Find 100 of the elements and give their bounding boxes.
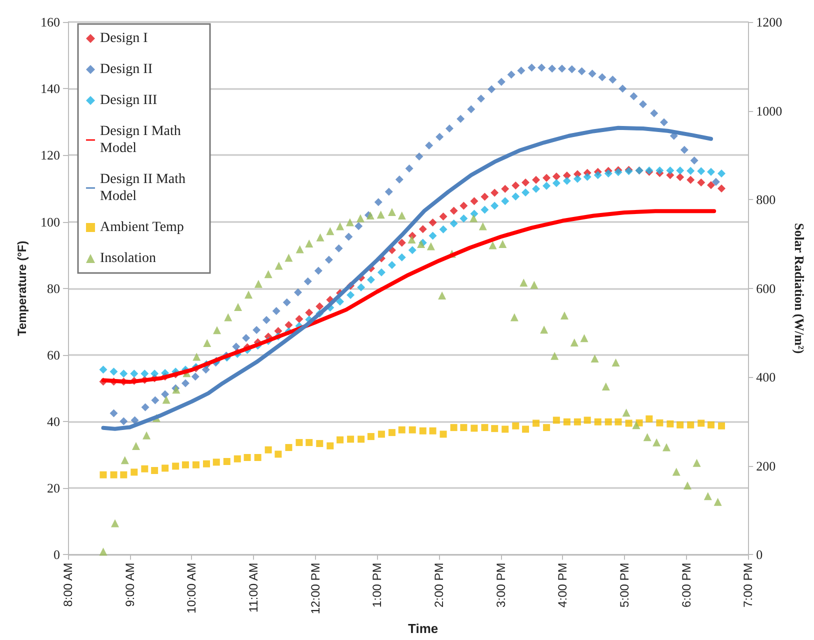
x-tick-label: 11:00 AM xyxy=(246,562,260,613)
point xyxy=(99,548,108,556)
point xyxy=(326,227,334,236)
point xyxy=(324,256,333,264)
point xyxy=(346,218,354,226)
y2-axis-title: Solar Radiation (W/m²) xyxy=(792,222,807,354)
point xyxy=(304,277,312,286)
point xyxy=(244,290,253,299)
point xyxy=(254,280,262,288)
x-tick-label: 1:00 PM xyxy=(370,562,384,608)
point xyxy=(612,358,620,367)
point xyxy=(650,109,658,118)
point xyxy=(520,278,528,287)
point xyxy=(203,338,212,347)
point xyxy=(510,313,518,322)
point xyxy=(714,498,722,506)
point xyxy=(590,354,599,363)
point xyxy=(558,64,566,73)
point xyxy=(660,118,668,126)
point xyxy=(395,175,404,184)
point xyxy=(643,433,652,442)
legend-label: Design II Math Model xyxy=(100,172,190,204)
x-tick-label: 4:00 PM xyxy=(556,562,570,608)
y-tick-label: 120 xyxy=(40,148,60,163)
x-tick-label: 3:00 PM xyxy=(494,562,508,608)
point xyxy=(405,164,414,173)
x-axis-title: Time xyxy=(408,621,438,636)
point xyxy=(213,326,222,334)
y-tick-label: 40 xyxy=(47,414,60,430)
point xyxy=(110,409,118,418)
point xyxy=(388,208,396,216)
point xyxy=(316,233,324,242)
point xyxy=(132,442,140,450)
legend-label: Insolation xyxy=(100,251,156,266)
point xyxy=(680,146,688,154)
point xyxy=(570,338,578,347)
point xyxy=(498,240,507,248)
point xyxy=(456,114,465,123)
point xyxy=(284,254,293,262)
y-tick-label: 100 xyxy=(40,214,60,230)
point xyxy=(374,198,382,206)
point xyxy=(598,73,606,82)
point xyxy=(296,245,304,254)
point xyxy=(497,78,506,86)
point xyxy=(632,421,640,430)
point xyxy=(622,408,630,417)
point xyxy=(408,236,416,244)
point xyxy=(151,396,160,404)
y-tick-label: 20 xyxy=(47,480,60,496)
point xyxy=(425,142,434,150)
point xyxy=(274,262,283,270)
point xyxy=(282,298,291,306)
point xyxy=(336,222,344,230)
x-tick-label: 12:00 PM xyxy=(308,562,322,614)
point xyxy=(415,152,424,161)
point xyxy=(618,84,627,93)
point xyxy=(305,240,314,248)
point xyxy=(436,132,444,141)
point xyxy=(528,64,536,72)
point xyxy=(578,67,586,76)
point xyxy=(550,352,559,360)
point xyxy=(690,156,698,165)
y-tick-label: 80 xyxy=(47,280,60,296)
x-tick-label: 7:00 PM xyxy=(741,562,756,608)
y2-tick-label: 1000 xyxy=(756,103,782,118)
y-tick-label: 60 xyxy=(47,347,60,362)
legend-label: Design III xyxy=(100,93,158,108)
point xyxy=(234,303,242,312)
point xyxy=(272,307,280,316)
point xyxy=(638,100,647,108)
y-axis-title: Temperature (°F) xyxy=(15,240,29,336)
point xyxy=(130,416,139,424)
x-tick-label: 8:00 AM xyxy=(61,562,75,607)
y2-tick-label: 600 xyxy=(756,280,776,296)
y-tick-label: 0 xyxy=(54,547,60,562)
point xyxy=(426,242,435,250)
point xyxy=(264,270,272,278)
point xyxy=(478,222,487,230)
point xyxy=(548,64,556,73)
y2-tick-label: 1200 xyxy=(756,14,782,30)
x-tick-label: 5:00 PM xyxy=(617,562,632,608)
point xyxy=(344,232,353,241)
point xyxy=(630,92,638,100)
point xyxy=(712,178,720,186)
point xyxy=(540,326,548,334)
point xyxy=(652,438,661,446)
point xyxy=(477,94,486,103)
point xyxy=(704,492,712,500)
x-tick-label: 6:00 PM xyxy=(679,562,694,608)
point xyxy=(161,390,170,398)
point xyxy=(354,222,363,230)
point xyxy=(181,379,190,388)
y-tick-label: 140 xyxy=(40,81,60,96)
point xyxy=(252,326,261,334)
legend-label: Design I Math Model xyxy=(100,124,184,156)
y2-tick-label: 800 xyxy=(756,192,776,208)
point xyxy=(141,403,150,412)
point xyxy=(384,188,393,196)
point xyxy=(467,105,476,114)
point xyxy=(142,431,151,440)
